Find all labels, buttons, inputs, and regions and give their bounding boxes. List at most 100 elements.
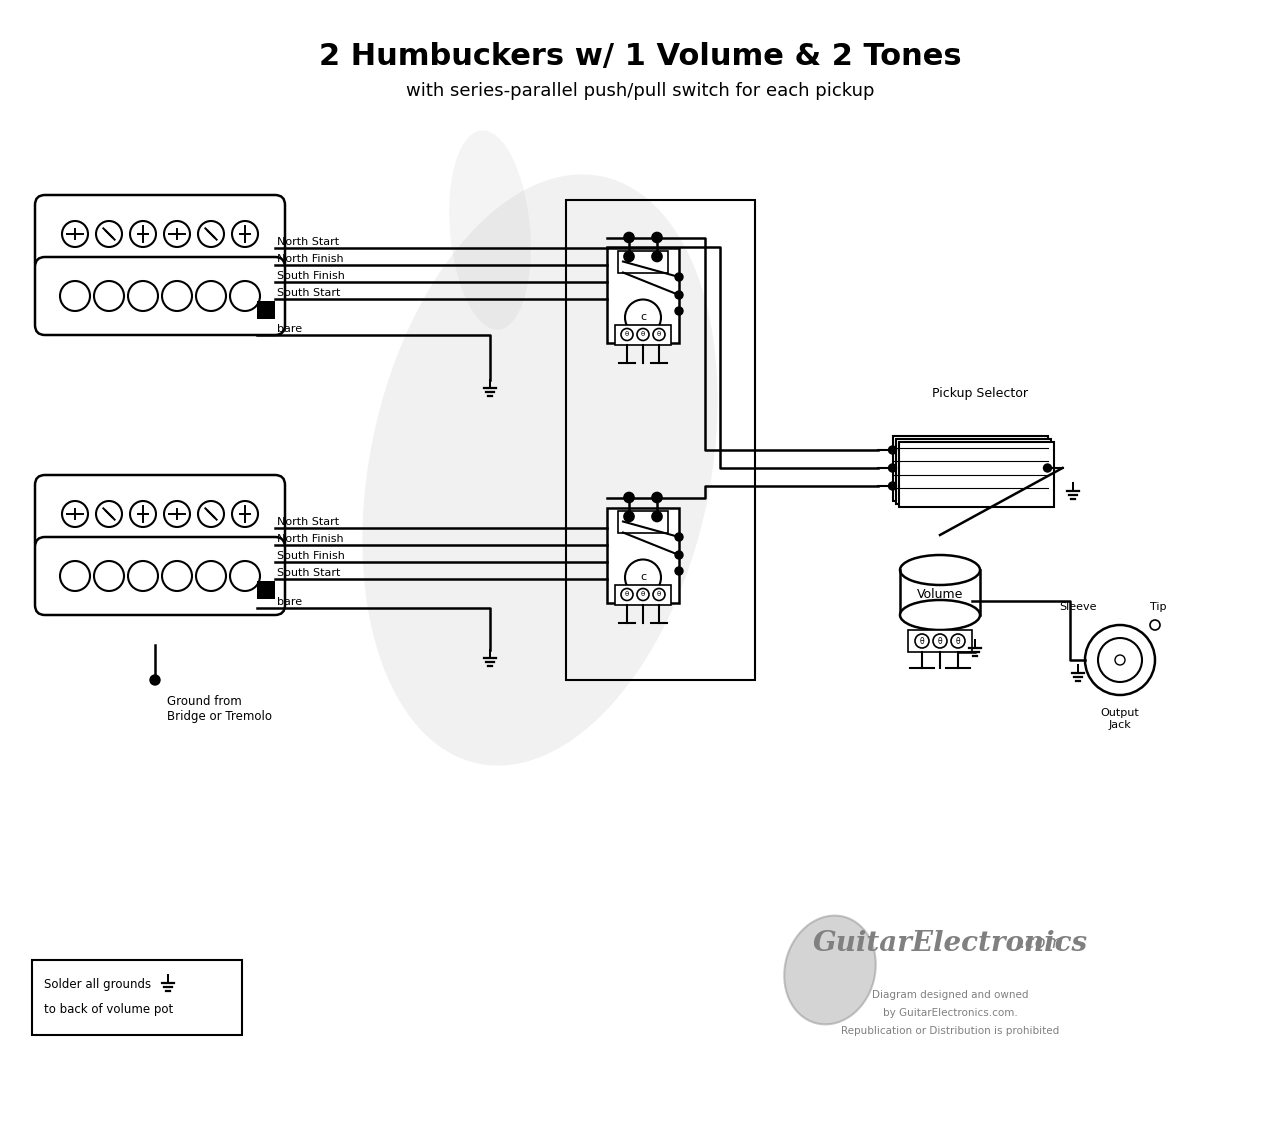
Circle shape xyxy=(131,501,156,527)
Bar xyxy=(614,325,671,344)
Circle shape xyxy=(164,501,189,527)
Circle shape xyxy=(198,501,224,527)
Text: bare: bare xyxy=(276,324,302,334)
Circle shape xyxy=(230,561,260,591)
Bar xyxy=(908,631,972,652)
Text: θ: θ xyxy=(920,636,924,645)
Bar xyxy=(32,960,242,1036)
Circle shape xyxy=(61,221,88,247)
Bar xyxy=(899,441,1053,506)
Circle shape xyxy=(652,511,662,521)
Text: bare: bare xyxy=(276,597,302,607)
Text: θ: θ xyxy=(641,591,645,598)
Circle shape xyxy=(951,634,965,647)
Text: θ: θ xyxy=(657,591,662,598)
Bar xyxy=(892,435,1047,501)
Bar xyxy=(614,584,671,605)
Circle shape xyxy=(96,221,122,247)
Circle shape xyxy=(637,589,649,600)
Text: North Finish: North Finish xyxy=(276,254,343,264)
Circle shape xyxy=(625,232,634,243)
Ellipse shape xyxy=(362,175,718,766)
Text: South Start: South Start xyxy=(276,288,340,298)
Ellipse shape xyxy=(785,916,876,1024)
Circle shape xyxy=(625,493,634,502)
Circle shape xyxy=(888,446,896,453)
Bar xyxy=(607,247,678,343)
Text: .com: .com xyxy=(1020,934,1064,952)
Text: by GuitarElectronics.com.: by GuitarElectronics.com. xyxy=(883,1008,1018,1017)
Circle shape xyxy=(675,273,684,281)
Circle shape xyxy=(933,634,947,647)
Bar xyxy=(566,200,755,680)
Text: θ: θ xyxy=(657,332,662,337)
Circle shape xyxy=(652,493,662,502)
Circle shape xyxy=(128,281,157,311)
Text: Pickup Selector: Pickup Selector xyxy=(932,388,1028,400)
Text: θ: θ xyxy=(641,332,645,337)
Circle shape xyxy=(93,561,124,591)
Text: θ: θ xyxy=(625,332,630,337)
Circle shape xyxy=(163,561,192,591)
Circle shape xyxy=(675,291,684,299)
Text: Tip: Tip xyxy=(1149,602,1166,613)
Circle shape xyxy=(1043,464,1051,472)
Circle shape xyxy=(198,221,224,247)
Circle shape xyxy=(164,221,189,247)
Circle shape xyxy=(150,675,160,685)
Text: Solder all grounds: Solder all grounds xyxy=(44,978,151,992)
Ellipse shape xyxy=(449,131,531,329)
Circle shape xyxy=(61,501,88,527)
Circle shape xyxy=(675,307,684,315)
Circle shape xyxy=(196,561,227,591)
Circle shape xyxy=(637,328,649,341)
Text: to back of volume pot: to back of volume pot xyxy=(44,1003,173,1016)
Circle shape xyxy=(232,221,259,247)
Circle shape xyxy=(888,464,896,472)
Circle shape xyxy=(652,232,662,243)
Text: 2 Humbuckers w/ 1 Volume & 2 Tones: 2 Humbuckers w/ 1 Volume & 2 Tones xyxy=(319,42,961,71)
Circle shape xyxy=(675,567,684,575)
Text: North Start: North Start xyxy=(276,237,339,247)
Circle shape xyxy=(1085,625,1155,695)
Circle shape xyxy=(652,252,662,262)
Text: with series-parallel push/pull switch for each pickup: with series-parallel push/pull switch fo… xyxy=(406,82,874,100)
Circle shape xyxy=(888,482,896,490)
Circle shape xyxy=(675,534,684,541)
Circle shape xyxy=(625,252,634,262)
Circle shape xyxy=(60,561,90,591)
Text: South Finish: South Finish xyxy=(276,271,344,281)
Circle shape xyxy=(625,511,634,521)
Polygon shape xyxy=(257,581,275,599)
Text: South Finish: South Finish xyxy=(276,550,344,561)
Text: θ: θ xyxy=(956,636,960,645)
Circle shape xyxy=(1098,638,1142,682)
FancyBboxPatch shape xyxy=(35,195,285,273)
Bar xyxy=(607,508,678,602)
Circle shape xyxy=(163,281,192,311)
Text: θ: θ xyxy=(938,636,942,645)
Text: Ground from
Bridge or Tremolo: Ground from Bridge or Tremolo xyxy=(166,695,273,723)
Circle shape xyxy=(1115,655,1125,666)
Circle shape xyxy=(131,221,156,247)
Circle shape xyxy=(653,328,666,341)
Text: Republication or Distribution is prohibited: Republication or Distribution is prohibi… xyxy=(841,1026,1059,1036)
Text: c: c xyxy=(640,312,646,323)
Circle shape xyxy=(621,328,634,341)
Circle shape xyxy=(232,501,259,527)
Circle shape xyxy=(625,559,660,596)
FancyBboxPatch shape xyxy=(35,475,285,553)
Text: North Start: North Start xyxy=(276,517,339,527)
Circle shape xyxy=(675,550,684,559)
Circle shape xyxy=(625,300,660,335)
Bar xyxy=(896,439,1051,503)
Bar xyxy=(900,570,980,615)
FancyBboxPatch shape xyxy=(35,537,285,615)
Circle shape xyxy=(128,561,157,591)
Text: South Start: South Start xyxy=(276,569,340,578)
Bar xyxy=(618,250,668,273)
Text: North Finish: North Finish xyxy=(276,534,343,544)
Circle shape xyxy=(96,501,122,527)
Text: Volume: Volume xyxy=(916,589,963,601)
Text: GuitarElectronics: GuitarElectronics xyxy=(813,929,1088,957)
